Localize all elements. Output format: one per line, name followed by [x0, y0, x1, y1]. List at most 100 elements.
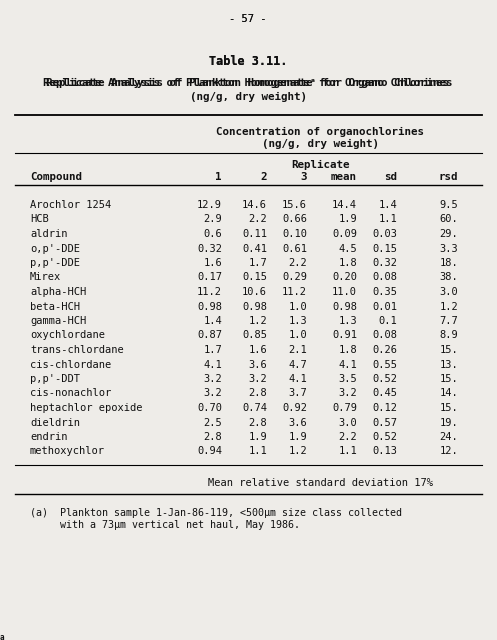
- Text: 1.9: 1.9: [338, 214, 357, 225]
- Text: 0.09: 0.09: [332, 229, 357, 239]
- Text: p,p'-DDE: p,p'-DDE: [30, 258, 80, 268]
- Text: 3.7: 3.7: [288, 388, 307, 399]
- Text: 4.7: 4.7: [288, 360, 307, 369]
- Text: 0.55: 0.55: [372, 360, 397, 369]
- Text: oxychlordane: oxychlordane: [30, 330, 105, 340]
- Text: 0.79: 0.79: [332, 403, 357, 413]
- Text: sd: sd: [384, 172, 397, 182]
- Text: 11.2: 11.2: [282, 287, 307, 297]
- Text: Mirex: Mirex: [30, 273, 61, 282]
- Text: 1.4: 1.4: [378, 200, 397, 210]
- Text: 14.6: 14.6: [242, 200, 267, 210]
- Text: Table 3.11.: Table 3.11.: [209, 55, 287, 68]
- Text: 0.6: 0.6: [203, 229, 222, 239]
- Text: 4.1: 4.1: [338, 360, 357, 369]
- Text: 1.7: 1.7: [248, 258, 267, 268]
- Text: 4.1: 4.1: [288, 374, 307, 384]
- Text: 0.98: 0.98: [242, 301, 267, 312]
- Text: Mean relative standard deviation 17%: Mean relative standard deviation 17%: [208, 477, 432, 488]
- Text: alpha-HCH: alpha-HCH: [30, 287, 86, 297]
- Text: 2.8: 2.8: [248, 417, 267, 428]
- Text: 18.: 18.: [439, 258, 458, 268]
- Text: 4.1: 4.1: [203, 360, 222, 369]
- Text: 1.2: 1.2: [248, 316, 267, 326]
- Text: 3.2: 3.2: [248, 374, 267, 384]
- Text: 1.2: 1.2: [288, 447, 307, 456]
- Text: 0.66: 0.66: [282, 214, 307, 225]
- Text: 12.: 12.: [439, 447, 458, 456]
- Text: 3.5: 3.5: [338, 374, 357, 384]
- Text: 1.8: 1.8: [338, 258, 357, 268]
- Text: 3.2: 3.2: [203, 388, 222, 399]
- Text: 15.6: 15.6: [282, 200, 307, 210]
- Text: aldrin: aldrin: [30, 229, 68, 239]
- Text: 0.98: 0.98: [197, 301, 222, 312]
- Text: heptachlor epoxide: heptachlor epoxide: [30, 403, 143, 413]
- Text: rsd: rsd: [438, 172, 458, 182]
- Text: with a 73μm vertical net haul, May 1986.: with a 73μm vertical net haul, May 1986.: [30, 520, 300, 531]
- Text: Table 3.11.: Table 3.11.: [209, 55, 287, 68]
- Text: o,p'-DDE: o,p'-DDE: [30, 243, 80, 253]
- Text: cis-chlordane: cis-chlordane: [30, 360, 111, 369]
- Text: beta-HCH: beta-HCH: [30, 301, 80, 312]
- Text: mean: mean: [331, 172, 357, 182]
- Text: 0.03: 0.03: [372, 229, 397, 239]
- Text: 3.2: 3.2: [338, 388, 357, 399]
- Text: (a)  Plankton sample 1-Jan-86-119, <500μm size class collected: (a) Plankton sample 1-Jan-86-119, <500μm…: [30, 508, 402, 518]
- Text: 1.7: 1.7: [203, 345, 222, 355]
- Text: 15.: 15.: [439, 345, 458, 355]
- Text: 3.6: 3.6: [288, 417, 307, 428]
- Text: 1.1: 1.1: [378, 214, 397, 225]
- Text: 3.0: 3.0: [439, 287, 458, 297]
- Text: 0.15: 0.15: [372, 243, 397, 253]
- Text: 1.3: 1.3: [338, 316, 357, 326]
- Text: cis-nonachlor: cis-nonachlor: [30, 388, 111, 399]
- Text: 15.: 15.: [439, 403, 458, 413]
- Text: 19.: 19.: [439, 417, 458, 428]
- Text: 0.61: 0.61: [282, 243, 307, 253]
- Text: 2.2: 2.2: [338, 432, 357, 442]
- Text: 0.52: 0.52: [372, 374, 397, 384]
- Text: 0.26: 0.26: [372, 345, 397, 355]
- Text: HCB: HCB: [30, 214, 49, 225]
- Text: methoxychlor: methoxychlor: [30, 447, 105, 456]
- Text: 0.29: 0.29: [282, 273, 307, 282]
- Text: 11.0: 11.0: [332, 287, 357, 297]
- Text: 0.32: 0.32: [197, 243, 222, 253]
- Text: 0.15: 0.15: [242, 273, 267, 282]
- Text: 29.: 29.: [439, 229, 458, 239]
- Text: 0.35: 0.35: [372, 287, 397, 297]
- Text: 1.0: 1.0: [288, 301, 307, 312]
- Text: 3.3: 3.3: [439, 243, 458, 253]
- Text: - 57 -: - 57 -: [229, 14, 267, 24]
- Text: Concentration of organochlorines: Concentration of organochlorines: [216, 127, 424, 137]
- Text: 0.85: 0.85: [242, 330, 267, 340]
- Text: 0.92: 0.92: [282, 403, 307, 413]
- Text: 2.5: 2.5: [203, 417, 222, 428]
- Text: 0.91: 0.91: [332, 330, 357, 340]
- Text: gamma-HCH: gamma-HCH: [30, 316, 86, 326]
- Text: 3.0: 3.0: [338, 417, 357, 428]
- Text: 60.: 60.: [439, 214, 458, 225]
- Text: endrin: endrin: [30, 432, 68, 442]
- Text: 1.4: 1.4: [203, 316, 222, 326]
- Text: 11.2: 11.2: [197, 287, 222, 297]
- Text: 1.3: 1.3: [288, 316, 307, 326]
- Text: 0.74: 0.74: [242, 403, 267, 413]
- Text: 1: 1: [216, 172, 222, 182]
- Text: 0.20: 0.20: [332, 273, 357, 282]
- Text: 0.10: 0.10: [282, 229, 307, 239]
- Text: 0.1: 0.1: [378, 316, 397, 326]
- Text: (ng/g, dry weight): (ng/g, dry weight): [261, 139, 379, 149]
- Text: 0.57: 0.57: [372, 417, 397, 428]
- Text: 14.: 14.: [439, 388, 458, 399]
- Text: 8.9: 8.9: [439, 330, 458, 340]
- Text: 2.1: 2.1: [288, 345, 307, 355]
- Text: 15.: 15.: [439, 374, 458, 384]
- Text: 1.0: 1.0: [288, 330, 307, 340]
- Text: 0.17: 0.17: [197, 273, 222, 282]
- Text: 0.70: 0.70: [197, 403, 222, 413]
- Text: 0.08: 0.08: [372, 330, 397, 340]
- Text: dieldrin: dieldrin: [30, 417, 80, 428]
- Text: 0.41: 0.41: [242, 243, 267, 253]
